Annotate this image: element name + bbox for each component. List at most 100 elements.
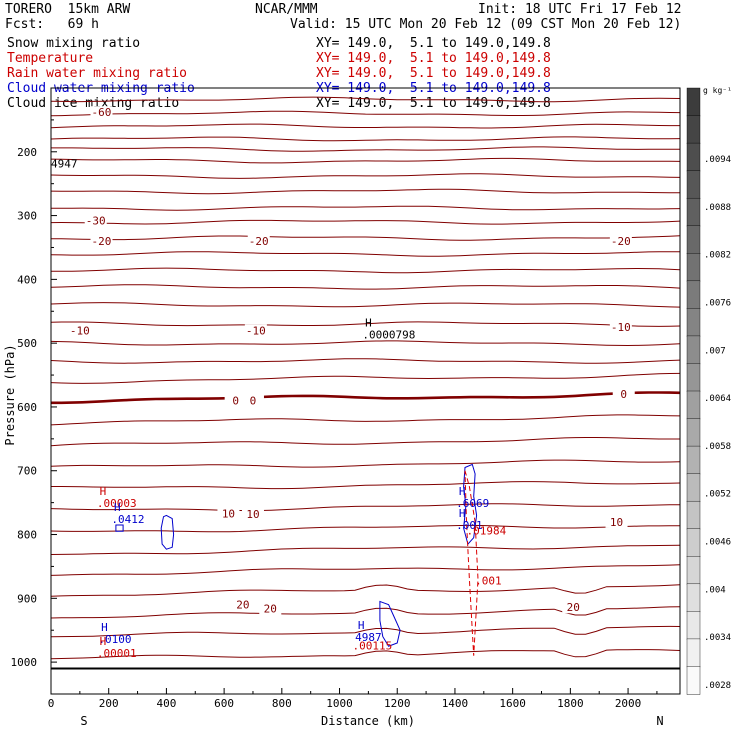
temperature-label-bg bbox=[612, 388, 635, 401]
y-tick-label: 700 bbox=[17, 465, 37, 478]
north-end-label: N bbox=[656, 714, 663, 728]
temperature-contour bbox=[51, 188, 680, 195]
y-tick-label: 600 bbox=[17, 401, 37, 414]
temperature-contour bbox=[51, 584, 680, 597]
colorbar-label: .0094 bbox=[704, 155, 731, 165]
temperature-label: -10 bbox=[611, 321, 631, 334]
temperature-label: 10 bbox=[222, 507, 235, 520]
x-tick-label: 1600 bbox=[499, 697, 526, 710]
temperature-label-bg bbox=[562, 601, 585, 614]
temperature-label-bg bbox=[247, 235, 270, 248]
temperature-label: 0 bbox=[250, 395, 257, 408]
colorbar-cell bbox=[686, 583, 701, 613]
temperature-contour bbox=[51, 391, 680, 405]
y-axis-label: Pressure (hPa) bbox=[3, 344, 17, 445]
temperature-label: 20 bbox=[567, 601, 580, 614]
colorbar-label: .0064 bbox=[704, 394, 731, 404]
temperature-label: 10 bbox=[246, 508, 259, 521]
colorbar-label: .0052 bbox=[704, 490, 731, 500]
colorbar-cell bbox=[686, 280, 701, 310]
colorbar-label: .0028 bbox=[704, 681, 731, 691]
extremum-marker: H bbox=[365, 317, 372, 330]
temperature-contour bbox=[51, 302, 680, 308]
colorbar-label: .007 bbox=[704, 346, 726, 356]
temperature-contour bbox=[51, 146, 680, 152]
y-tick-label: 1000 bbox=[11, 656, 38, 669]
temperature-contour bbox=[51, 606, 680, 619]
temperature-label-bg bbox=[609, 321, 632, 334]
cloud-water-contour bbox=[379, 600, 401, 647]
temperature-contour bbox=[51, 437, 680, 447]
extremum-value: .001 bbox=[475, 574, 502, 587]
extremum-value: 4987 bbox=[355, 631, 382, 644]
colorbar-cell bbox=[686, 170, 701, 199]
temperature-label: -60 bbox=[92, 106, 112, 119]
field-temperature-xy: XY= 149.0, 5.1 to 149.0,149.8 bbox=[316, 51, 551, 66]
temperature-contour bbox=[51, 459, 680, 468]
x-tick-label: 1000 bbox=[326, 697, 353, 710]
temperature-contour bbox=[51, 358, 680, 364]
colorbar-cell bbox=[686, 335, 701, 365]
temperature-contour bbox=[51, 321, 680, 327]
colorbar-cell bbox=[686, 473, 701, 502]
temperature-contour bbox=[51, 284, 680, 290]
temperature-contour bbox=[51, 136, 680, 142]
extremum-value: .0100 bbox=[98, 633, 131, 646]
extremum-value: .001 bbox=[456, 519, 483, 532]
colorbar-unit: g kg⁻¹ bbox=[703, 86, 732, 95]
extremum-marker: H bbox=[459, 485, 466, 498]
temperature-label-bg bbox=[90, 106, 113, 119]
colorbar-cell bbox=[686, 528, 701, 557]
temperature-label-bg bbox=[241, 508, 264, 521]
temperature-contour bbox=[51, 524, 680, 533]
field-snow-xy: XY= 149.0, 5.1 to 149.0,149.8 bbox=[316, 36, 551, 51]
x-axis-label: Distance (km) bbox=[321, 714, 415, 728]
extremum-value: .0412 bbox=[111, 513, 144, 526]
extremum-marker: H bbox=[100, 635, 107, 648]
temperature-label-bg bbox=[224, 394, 247, 407]
extremum-value: .00001 bbox=[97, 647, 137, 660]
temperature-label: -20 bbox=[249, 235, 269, 248]
y-tick-label: 200 bbox=[17, 146, 37, 159]
colorbar-cell bbox=[686, 363, 701, 392]
temperature-contour bbox=[51, 83, 680, 88]
temperature-label-bg bbox=[241, 394, 264, 407]
temperature-contour bbox=[51, 544, 680, 555]
y-tick-label: 500 bbox=[17, 337, 37, 350]
field-rain-name: Rain water mixing ratio bbox=[7, 66, 188, 81]
extremum-marker: H bbox=[100, 485, 107, 498]
colorbar-cell bbox=[686, 418, 701, 447]
x-tick-label: 0 bbox=[48, 697, 55, 710]
plot-frame bbox=[50, 87, 681, 695]
field-temperature-name: Temperature bbox=[7, 51, 94, 66]
colorbar-label: .0076 bbox=[704, 298, 731, 308]
colorbar-cell bbox=[686, 500, 701, 530]
temperature-contour bbox=[51, 649, 680, 660]
y-tick-label: 800 bbox=[17, 529, 37, 542]
temperature-label: 20 bbox=[264, 603, 277, 616]
extremum-marker: H bbox=[101, 621, 108, 634]
x-tick-label: 2000 bbox=[615, 697, 642, 710]
x-tick-label: 400 bbox=[156, 697, 176, 710]
colorbar-cell bbox=[686, 225, 701, 254]
temperature-label: -30 bbox=[86, 215, 106, 228]
temperature-contour bbox=[51, 235, 680, 241]
temperature-contour bbox=[51, 157, 680, 164]
temperature-label: -10 bbox=[246, 324, 266, 337]
x-tick-label: 200 bbox=[99, 697, 119, 710]
extremum-value: .01984 bbox=[466, 525, 506, 538]
temperature-label: 0 bbox=[620, 388, 627, 401]
temperature-label-bg bbox=[84, 214, 107, 227]
field-rain-xy: XY= 149.0, 5.1 to 149.0,149.8 bbox=[316, 66, 551, 81]
colorbar-cell bbox=[686, 445, 701, 475]
extremum-value: .6069 bbox=[456, 497, 489, 510]
temperature-contour bbox=[51, 251, 680, 257]
temperature-label: 20 bbox=[236, 599, 249, 612]
field-cloud-ice-xy: XY= 149.0, 5.1 to 149.0,149.8 bbox=[316, 96, 551, 111]
temperature-contour bbox=[51, 205, 680, 211]
init-time: Init: 18 UTC Fri 17 Feb 12 bbox=[478, 2, 682, 17]
colorbar-label: .0034 bbox=[704, 633, 731, 643]
temperature-contour bbox=[51, 340, 680, 347]
rain-water-contour bbox=[464, 470, 479, 656]
temperature-contour bbox=[51, 110, 680, 117]
